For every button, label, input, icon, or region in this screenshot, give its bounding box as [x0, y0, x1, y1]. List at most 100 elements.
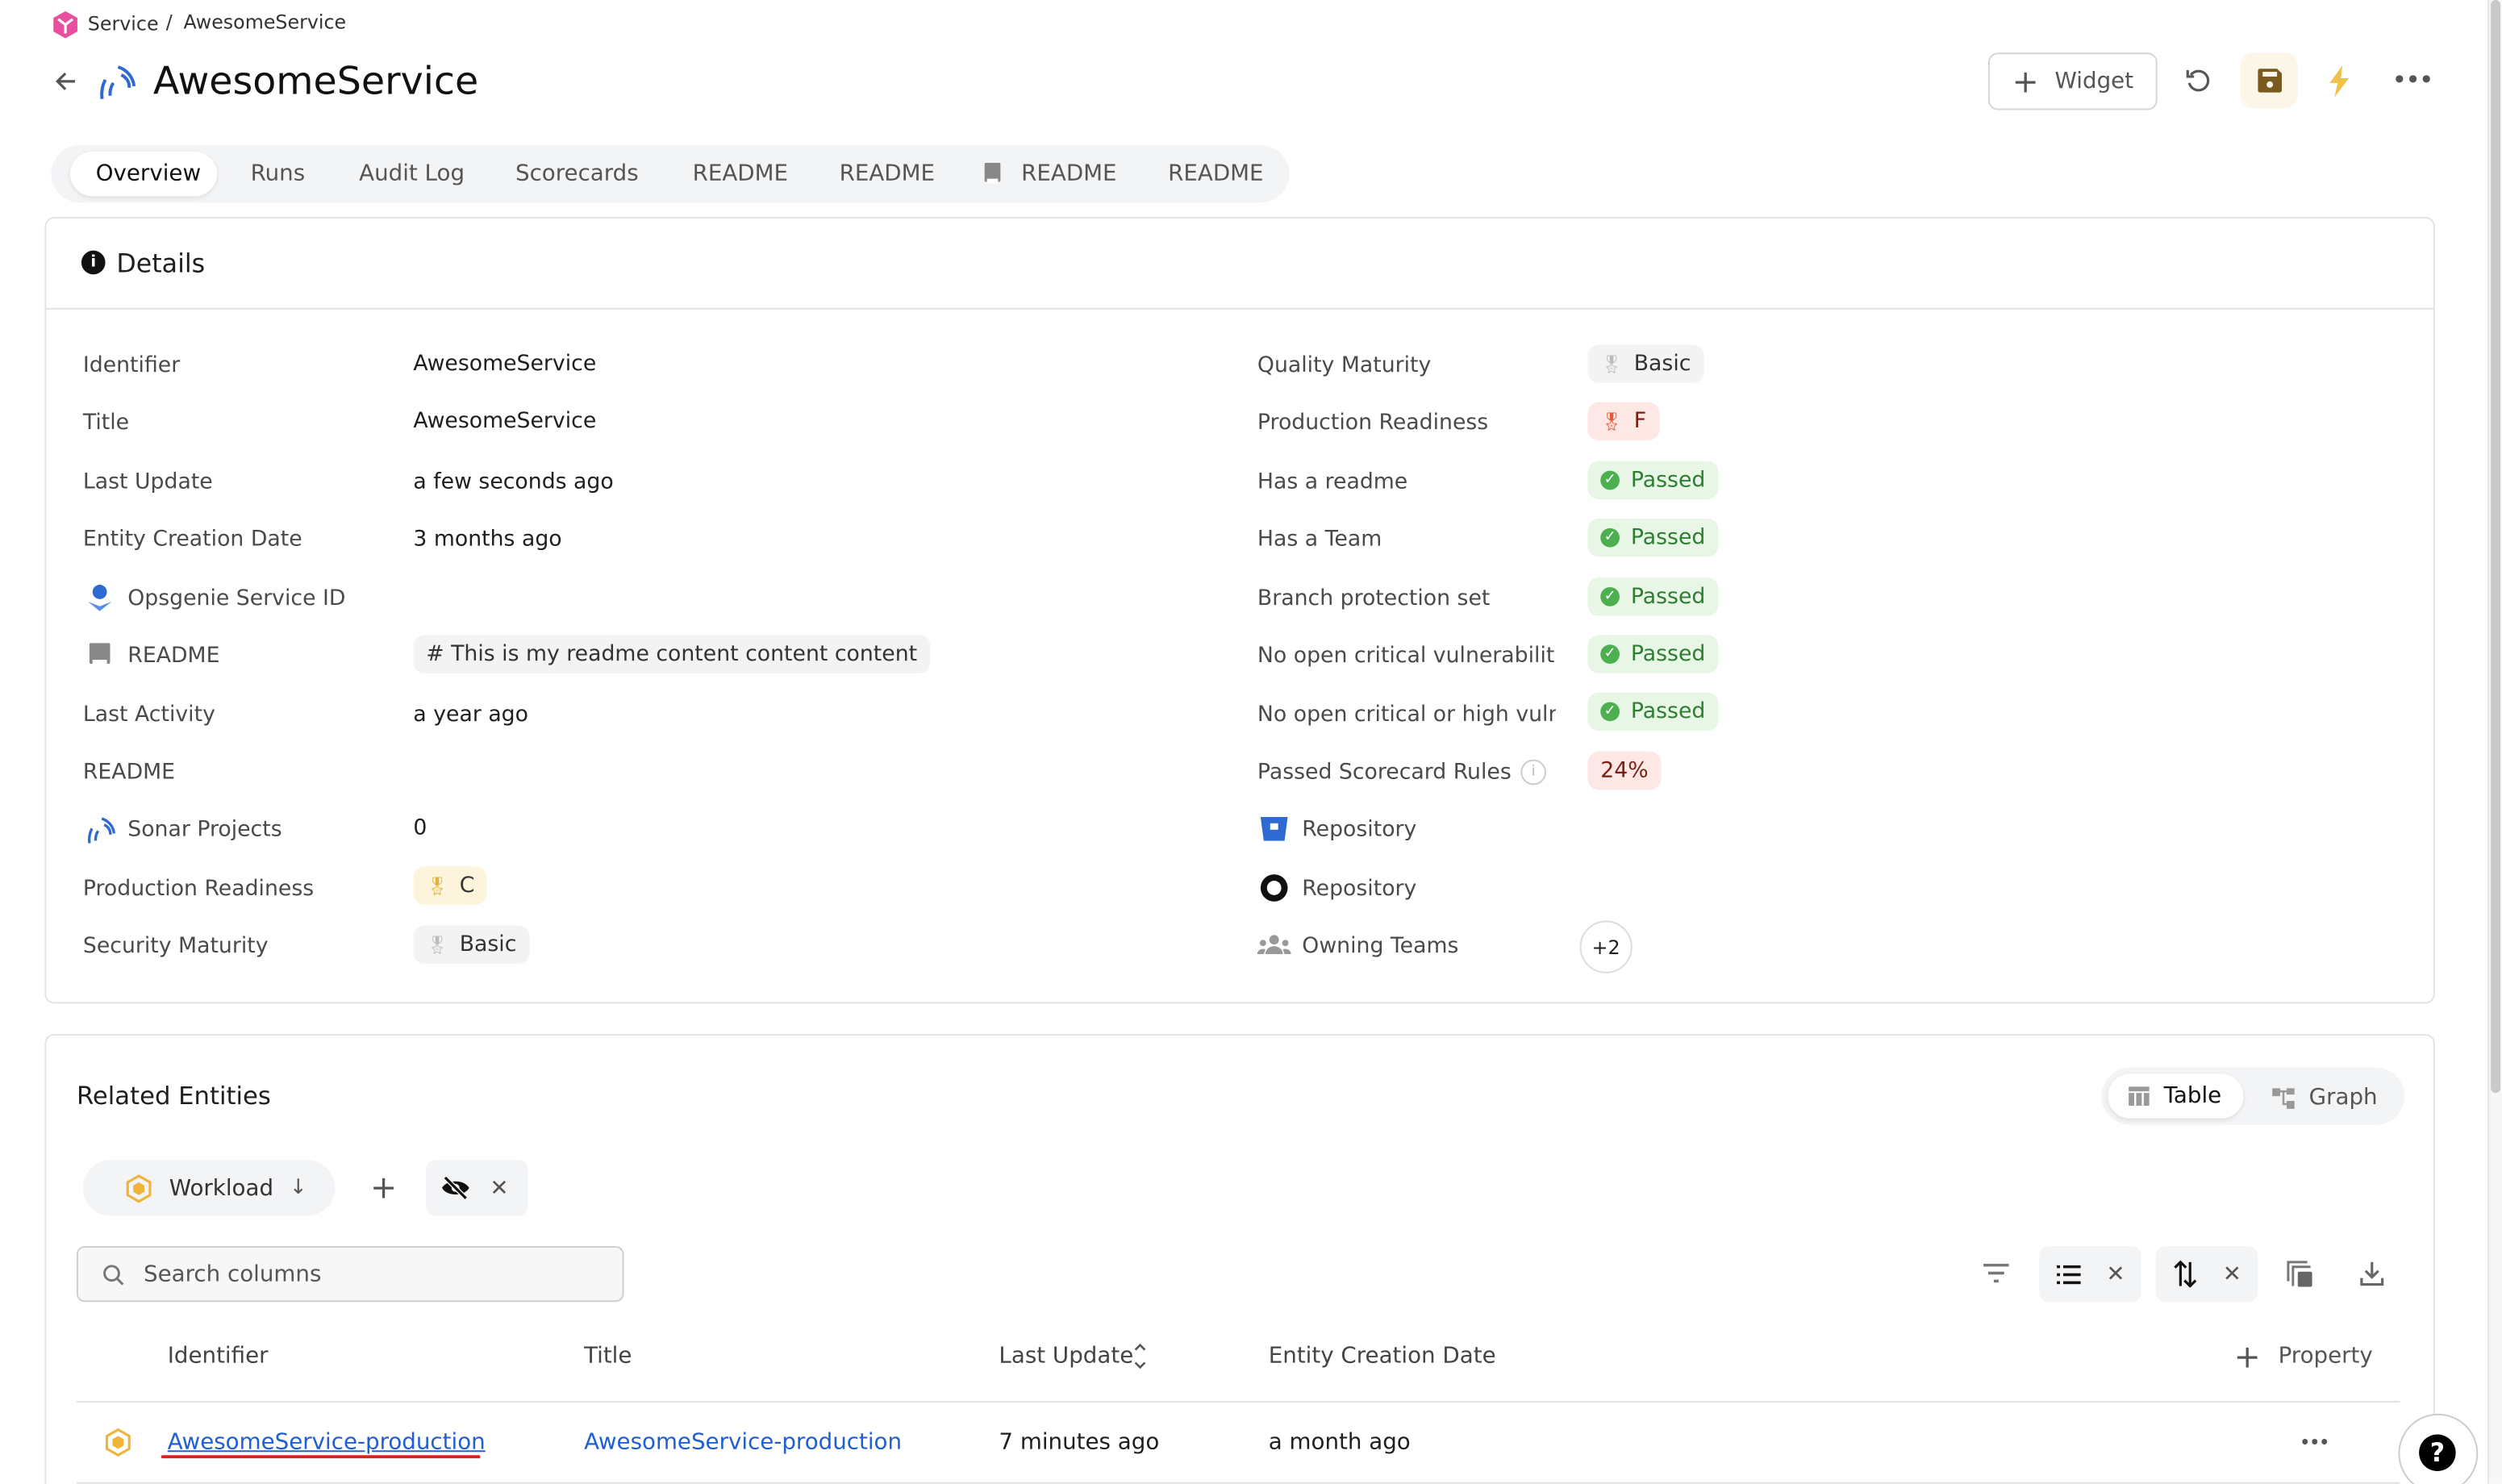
related-entities-title: Related Entities — [76, 1082, 271, 1111]
divider — [44, 307, 2433, 310]
table-label: Table — [2163, 1083, 2222, 1109]
group-by-chip[interactable]: ✕ — [2039, 1246, 2141, 1303]
workload-filter-chip[interactable]: Workload ↓ — [82, 1160, 336, 1216]
details-title: Details — [116, 248, 206, 279]
field-label-security-maturity: Security Maturity — [82, 933, 269, 959]
tab-overview[interactable]: Overview — [95, 160, 202, 187]
graph-view-button[interactable]: Graph — [2272, 1085, 2378, 1111]
status-badge: ✓ Passed — [1587, 518, 1719, 557]
row-creation-date: a month ago — [1268, 1429, 1411, 1456]
check-circle-icon: ✓ — [1600, 527, 1620, 548]
tab-scorecards[interactable]: Scorecards — [515, 160, 639, 187]
search-columns-input[interactable]: Search columns — [76, 1246, 624, 1303]
search-placeholder: Search columns — [144, 1261, 322, 1288]
tab-audit-log[interactable]: Audit Log — [359, 160, 465, 187]
add-relation-icon[interactable]: + — [369, 1168, 398, 1207]
add-property-label: Property — [2278, 1343, 2373, 1369]
info-icon: i — [81, 250, 106, 275]
breadcrumb-service[interactable]: Service — [87, 12, 159, 35]
column-header-creation-date[interactable]: Entity Creation Date — [1268, 1343, 1496, 1369]
field-label-production-readiness-r: Production Readiness — [1257, 410, 1489, 436]
scrollbar-thumb[interactable] — [2491, 0, 2501, 1094]
tab-runs[interactable]: Runs — [250, 160, 306, 187]
passed-rules-badge: 24% — [1587, 751, 1662, 790]
badge-value: Passed — [1630, 584, 1706, 610]
more-options-icon[interactable]: ••• — [2391, 65, 2434, 95]
medal-icon: 🎖 — [1600, 411, 1623, 432]
copy-icon[interactable] — [2287, 1261, 2314, 1288]
breadcrumb-separator: / — [165, 10, 173, 34]
table-view-button[interactable]: Table — [2108, 1073, 2244, 1119]
graph-label: Graph — [2308, 1085, 2378, 1111]
tab-readme-2[interactable]: README — [839, 160, 936, 187]
workload-icon — [104, 1428, 133, 1457]
row-title-link[interactable]: AwesomeService-production — [584, 1429, 903, 1456]
badge-value: Passed — [1630, 524, 1706, 551]
bolt-icon[interactable] — [2328, 65, 2350, 98]
field-value-creation-date: 3 months ago — [413, 526, 562, 552]
workload-label: Workload — [169, 1175, 274, 1201]
column-header-last-update[interactable]: Last Update — [999, 1343, 1134, 1369]
red-annotation-underline — [161, 1455, 481, 1459]
status-badge: ✓ Passed — [1587, 692, 1719, 732]
field-label-has-readme: Has a readme — [1257, 469, 1408, 495]
column-header-title[interactable]: Title — [584, 1343, 632, 1369]
sonar-icon — [96, 60, 137, 102]
table-icon — [2129, 1086, 2150, 1106]
hidden-toggle-chip[interactable]: ✕ — [426, 1160, 528, 1216]
graph-icon — [2272, 1087, 2295, 1108]
breadcrumb-current: AwesomeService — [183, 10, 347, 34]
arrow-down-icon: ↓ — [289, 1176, 307, 1200]
owning-teams-more-button[interactable]: +2 — [1579, 920, 1633, 973]
team-icon — [1257, 935, 1291, 955]
status-badge: ✓ Passed — [1587, 635, 1719, 673]
info-icon[interactable]: i — [1520, 759, 1546, 786]
search-icon — [103, 1265, 124, 1286]
close-icon[interactable]: ✕ — [2106, 1261, 2125, 1287]
badge-value: Passed — [1630, 698, 1706, 725]
sort-updown-icon[interactable] — [1133, 1342, 1148, 1371]
filter-icon[interactable] — [1983, 1263, 2009, 1283]
row-identifier-link[interactable]: AwesomeService-production — [167, 1429, 486, 1456]
field-label-passed-rules: Passed Scorecard Rules — [1257, 759, 1512, 786]
book-icon — [984, 162, 1001, 186]
undo-icon[interactable] — [2184, 67, 2212, 94]
column-header-identifier[interactable]: Identifier — [167, 1343, 269, 1369]
tab-readme-3[interactable]: README — [1021, 160, 1117, 187]
field-label-no-critical-vulns: No open critical vulnerabilitie — [1257, 643, 1556, 669]
field-label-bitbucket-repo[interactable]: Repository — [1302, 816, 1417, 843]
field-label-title: Title — [82, 410, 130, 436]
field-value-identifier: AwesomeService — [413, 351, 597, 377]
tab-overview-pill[interactable] — [70, 151, 218, 197]
production-readiness-badge: 🎖 C — [413, 866, 488, 905]
list-icon — [2057, 1264, 2081, 1284]
back-arrow-icon[interactable] — [52, 69, 78, 94]
add-property-button[interactable]: + Property — [2234, 1340, 2373, 1373]
close-icon[interactable]: ✕ — [2222, 1261, 2242, 1287]
owning-teams-count: +2 — [1591, 936, 1620, 958]
field-label-branch-protection: Branch protection set — [1257, 586, 1491, 611]
download-icon[interactable] — [2360, 1261, 2384, 1286]
tab-bar — [51, 145, 1290, 203]
row-more-options-icon[interactable]: ••• — [2299, 1431, 2330, 1454]
sort-icon — [2174, 1260, 2197, 1288]
tab-readme-4[interactable]: README — [1168, 160, 1264, 187]
check-circle-icon: ✓ — [1600, 702, 1620, 722]
save-button[interactable] — [2240, 52, 2298, 109]
field-label-github-repo[interactable]: Repository — [1302, 876, 1417, 902]
production-readiness-badge-f: 🎖 F — [1587, 402, 1659, 441]
close-icon[interactable]: ✕ — [490, 1175, 509, 1201]
plus-icon: + — [2012, 62, 2039, 101]
add-widget-button[interactable]: + Widget — [1987, 52, 2158, 110]
github-icon — [1260, 874, 1288, 902]
tab-readme-1[interactable]: README — [692, 160, 789, 187]
field-label-production-readiness: Production Readiness — [82, 876, 315, 902]
sort-chip[interactable]: ✕ — [2155, 1246, 2258, 1303]
field-label-quality-maturity: Quality Maturity — [1257, 352, 1432, 378]
help-button[interactable]: ? — [2398, 1413, 2479, 1484]
medal-icon: 🎖 — [426, 875, 448, 896]
badge-value: Basic — [459, 932, 517, 957]
field-label-last-activity: Last Activity — [82, 702, 215, 728]
badge-value: Basic — [1633, 351, 1691, 377]
field-label-owning-teams: Owning Teams — [1302, 933, 1459, 959]
